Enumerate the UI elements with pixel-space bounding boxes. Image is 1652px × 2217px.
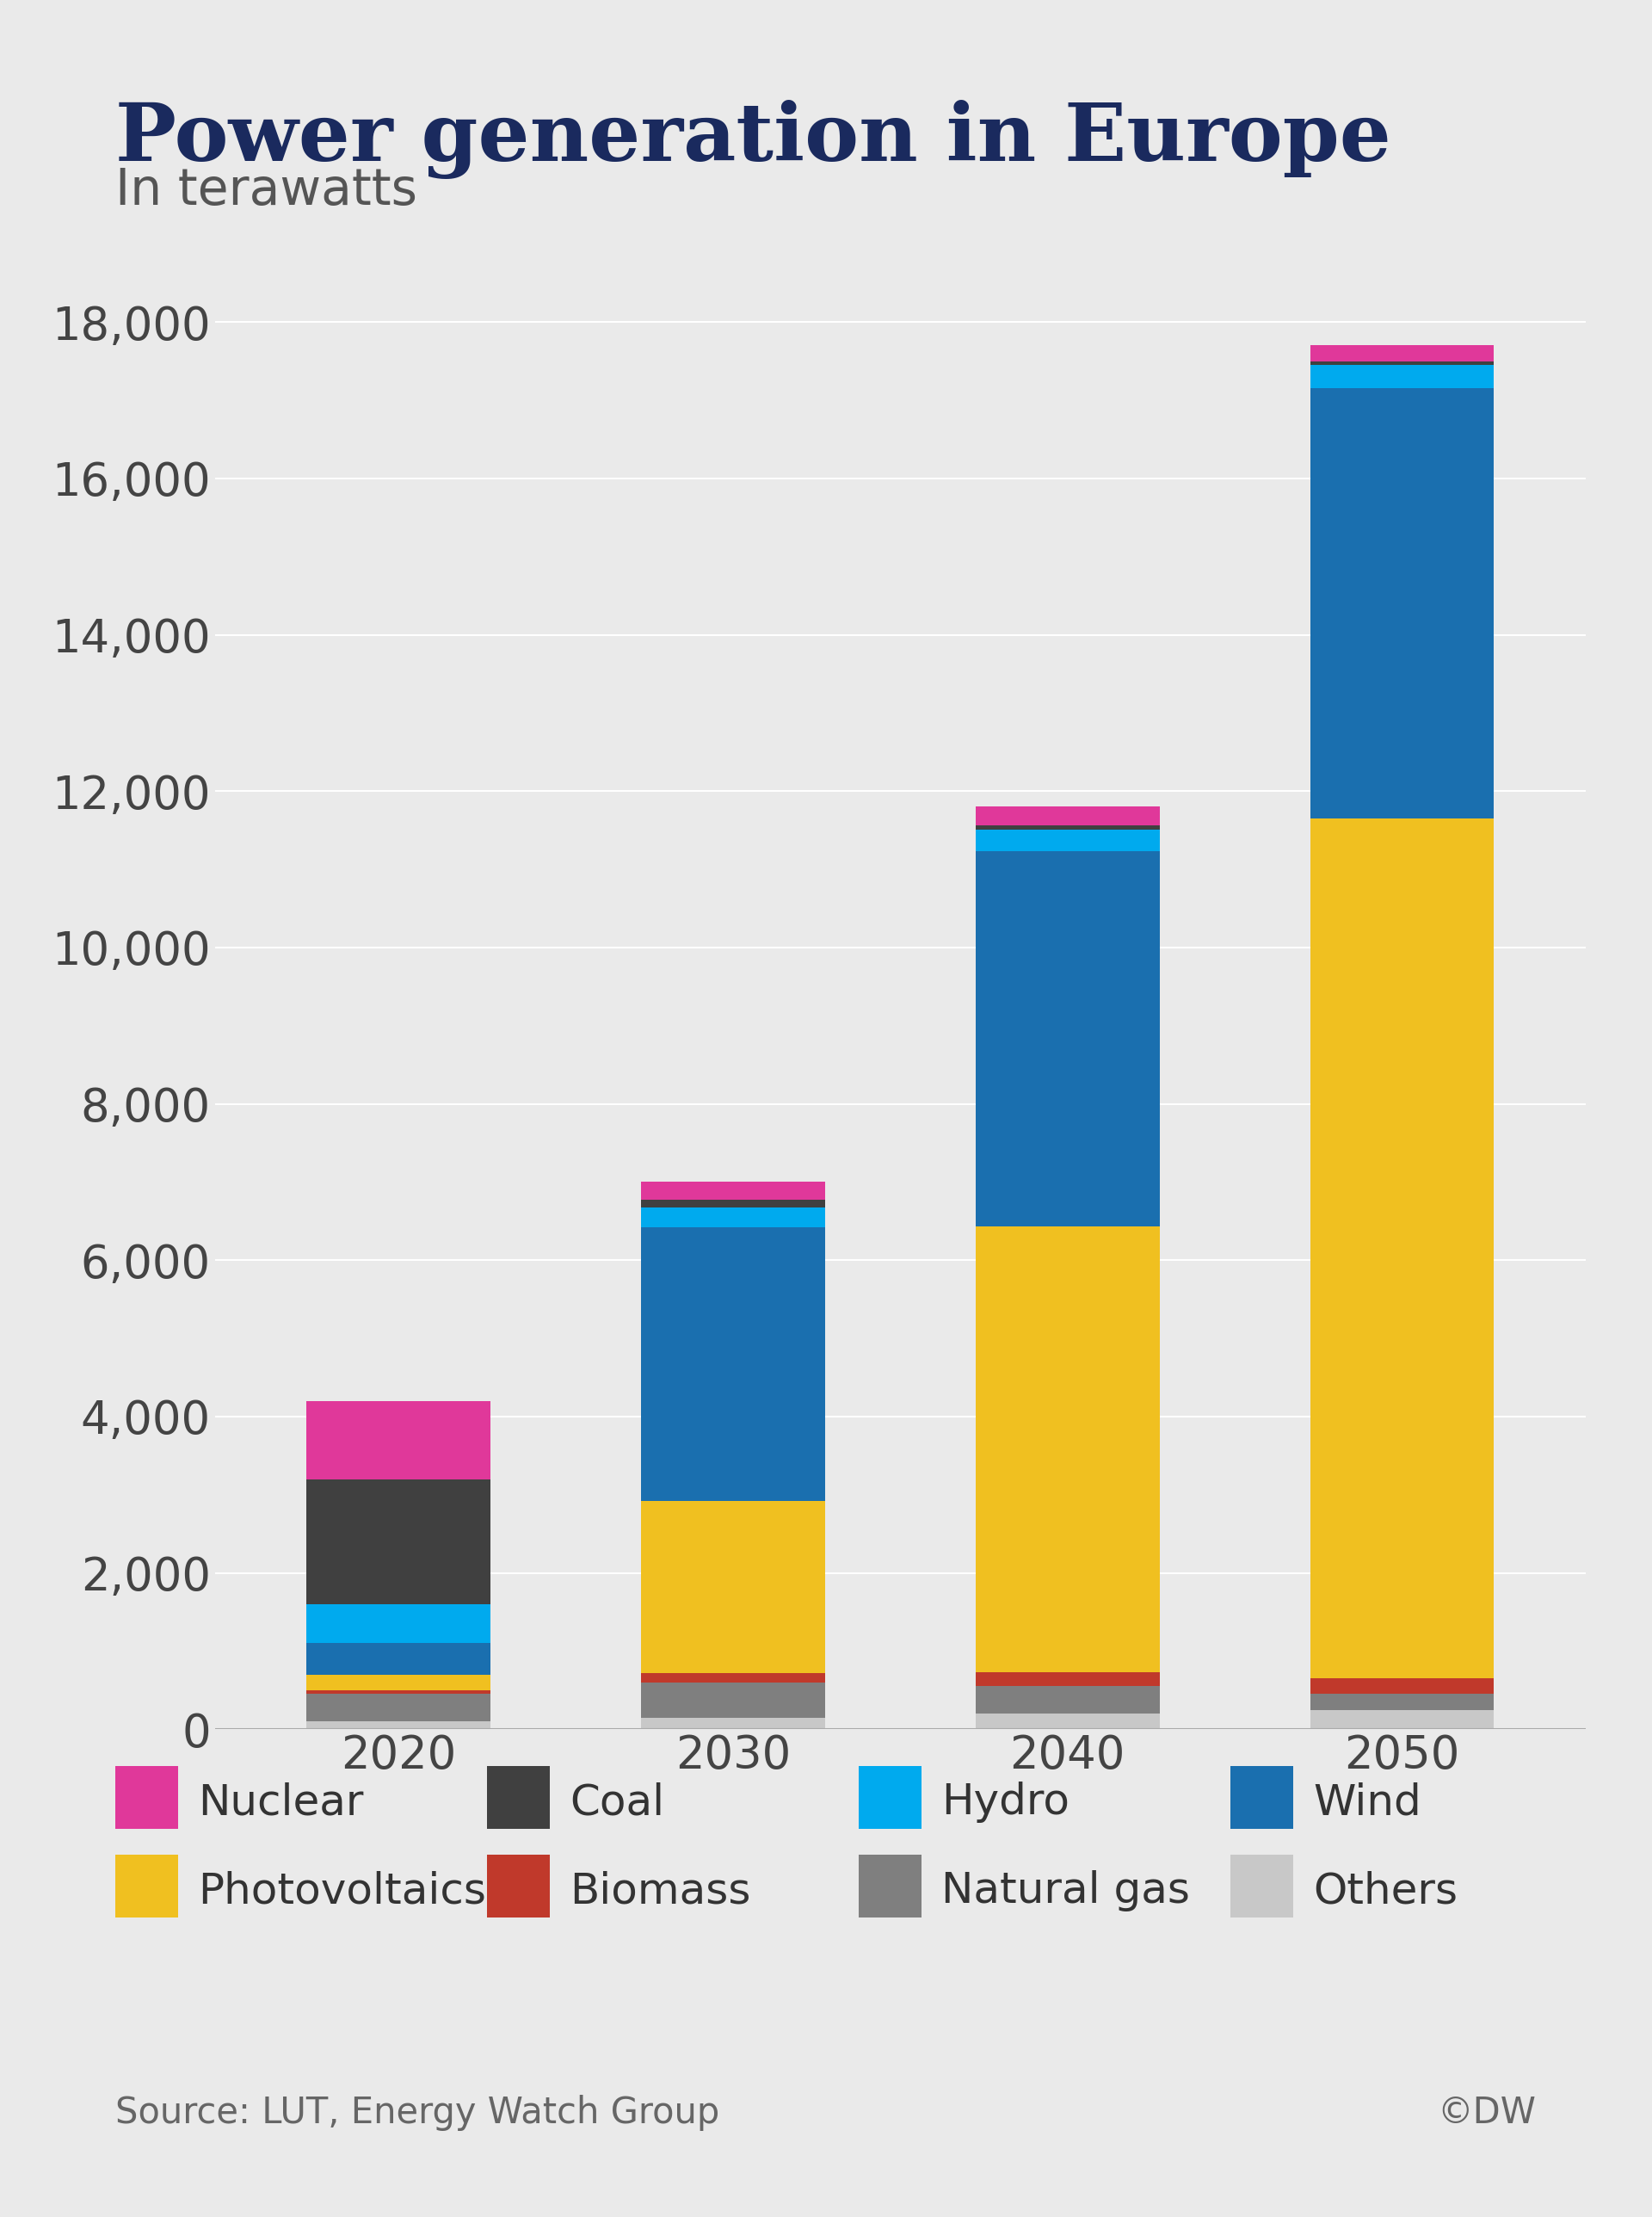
- Text: Others: Others: [1313, 1871, 1459, 1911]
- Bar: [641, 1683, 824, 1718]
- Bar: [307, 1605, 491, 1643]
- Bar: [1310, 366, 1493, 388]
- Text: Power generation in Europe: Power generation in Europe: [116, 100, 1391, 180]
- Text: Nuclear: Nuclear: [198, 1782, 363, 1822]
- Text: ©DW: ©DW: [1437, 2095, 1536, 2131]
- Bar: [641, 1674, 824, 1683]
- Text: Photovoltaics: Photovoltaics: [198, 1871, 486, 1911]
- Text: Biomass: Biomass: [570, 1871, 752, 1911]
- Bar: [976, 1714, 1160, 1729]
- Bar: [976, 1687, 1160, 1714]
- Bar: [641, 1199, 824, 1208]
- Bar: [641, 1208, 824, 1228]
- Bar: [1310, 1694, 1493, 1709]
- Text: Wind: Wind: [1313, 1782, 1421, 1822]
- Bar: [307, 1643, 491, 1674]
- Bar: [976, 829, 1160, 851]
- Bar: [307, 1401, 491, 1479]
- Bar: [307, 1694, 491, 1720]
- Bar: [976, 851, 1160, 1226]
- Bar: [976, 1672, 1160, 1687]
- Bar: [1310, 1709, 1493, 1729]
- Text: In terawatts: In terawatts: [116, 166, 418, 215]
- Bar: [307, 1674, 491, 1689]
- Bar: [307, 1479, 491, 1605]
- Text: Hydro: Hydro: [942, 1782, 1070, 1822]
- Bar: [1310, 346, 1493, 361]
- Bar: [641, 1228, 824, 1501]
- Bar: [641, 1718, 824, 1729]
- Bar: [976, 807, 1160, 825]
- Bar: [1310, 818, 1493, 1678]
- Bar: [641, 1182, 824, 1199]
- Bar: [307, 1720, 491, 1729]
- Bar: [1310, 361, 1493, 366]
- Bar: [976, 1226, 1160, 1672]
- Text: Source: LUT, Energy Watch Group: Source: LUT, Energy Watch Group: [116, 2095, 720, 2131]
- Bar: [1310, 1678, 1493, 1694]
- Text: Coal: Coal: [570, 1782, 664, 1822]
- Text: Natural gas: Natural gas: [942, 1871, 1191, 1911]
- Bar: [307, 1689, 491, 1694]
- Bar: [641, 1501, 824, 1674]
- Bar: [1310, 388, 1493, 818]
- Bar: [976, 825, 1160, 829]
